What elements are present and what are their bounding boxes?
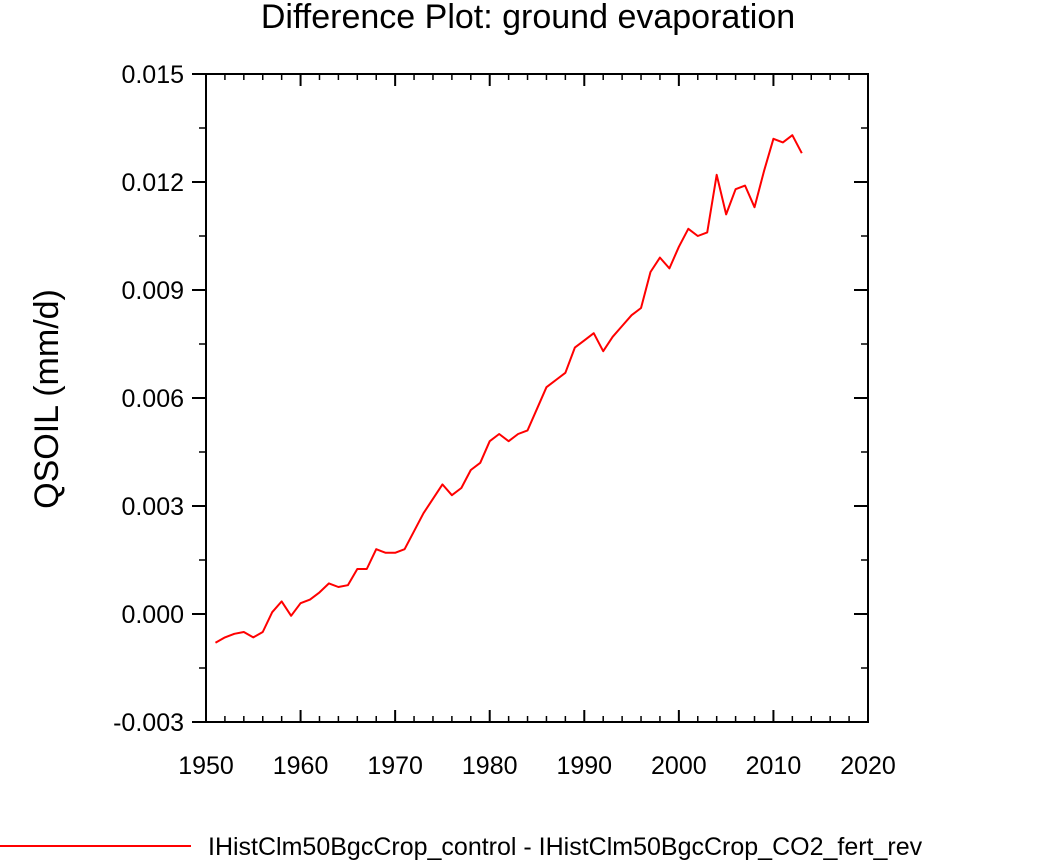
- x-tick-label: 1990: [556, 752, 612, 780]
- x-tick-label: 2020: [840, 752, 896, 780]
- y-tick-label: 0.006: [121, 385, 184, 413]
- legend-label: IHistClm50BgcCrop_control - IHistClm50Bg…: [208, 833, 923, 861]
- y-tick-label: 0.015: [121, 61, 184, 89]
- x-tick-label: 1970: [367, 752, 423, 780]
- x-tick-label: 2010: [746, 752, 802, 780]
- x-tick-label: 1980: [462, 752, 518, 780]
- x-tick-label: 1960: [273, 752, 329, 780]
- axes: 1950 1960 1970 1980 1990 2000 2010 2020 -0.003 0.…: [113, 61, 896, 780]
- series-lines: [214, 134, 803, 644]
- chart-title: Difference Plot: ground evaporation: [261, 0, 795, 36]
- plot-frame: [205, 73, 869, 723]
- x-tick-label: 1950: [178, 752, 234, 780]
- y-tick-label: 0.012: [121, 169, 184, 197]
- y-tick-label: 0.009: [121, 277, 184, 305]
- y-tick-label: -0.003: [113, 709, 184, 737]
- y-tick-label: 0.003: [121, 493, 184, 521]
- series-line: [214, 134, 803, 644]
- y-tick-label: 0.000: [121, 601, 184, 629]
- y-axis-label: QSOIL (mm/d): [28, 289, 66, 509]
- legend: IHistClm50BgcCrop_control - IHistClm50Bg…: [0, 833, 923, 861]
- x-tick-label: 2000: [651, 752, 707, 780]
